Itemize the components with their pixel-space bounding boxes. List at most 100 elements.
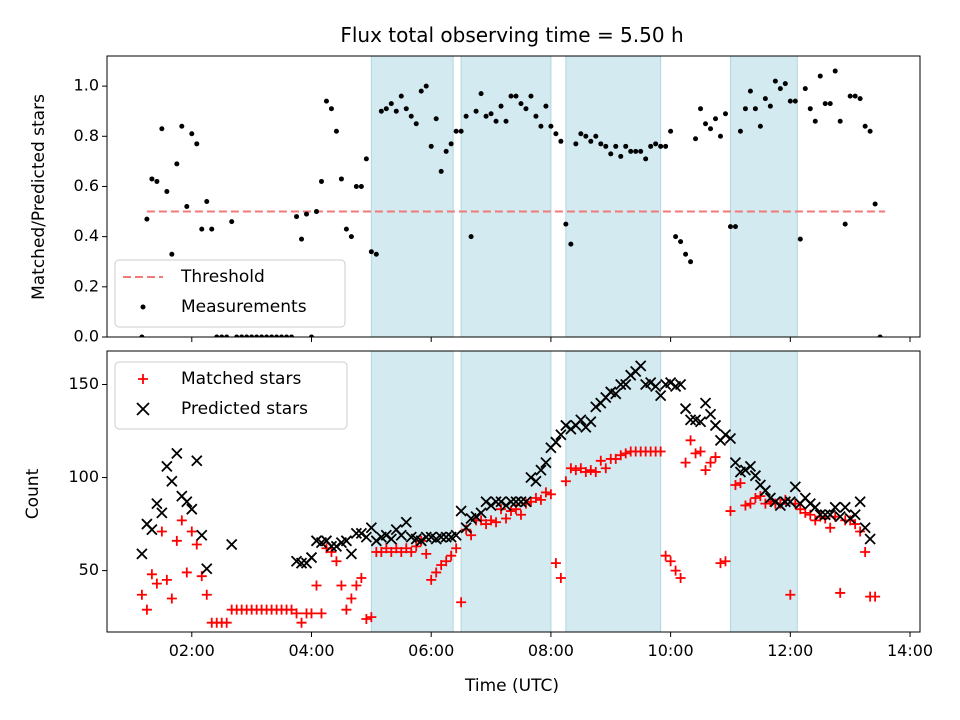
predicted-stars-point — [744, 460, 757, 473]
matched-stars-point — [655, 446, 666, 457]
predicted-stars-point — [839, 501, 851, 513]
measurement-point — [418, 88, 424, 94]
measurement-point — [214, 334, 220, 337]
matched-stars-point — [181, 567, 192, 578]
measurement-point — [742, 106, 748, 112]
matched-stars-point — [426, 574, 437, 585]
measurement-point — [623, 143, 629, 149]
observing-window-shade — [460, 56, 552, 337]
measurement-point — [543, 103, 549, 109]
matched-stars-point — [491, 517, 502, 528]
matched-stars-point — [870, 591, 881, 602]
predicted-stars-point — [350, 527, 363, 540]
matched-stars-point — [336, 580, 347, 591]
matched-stars-point — [151, 578, 162, 589]
axes-frame — [106, 55, 921, 338]
measurement-point — [184, 204, 190, 210]
matched-stars-point — [171, 535, 182, 546]
top-panel: 0.0 0.2 0.4 0.6 0.8 1.0 Threshold Measurements — [74, 55, 921, 346]
predicted-stars-point — [435, 531, 447, 543]
matched-stars-point — [745, 498, 756, 509]
predicted-stars-point — [674, 378, 687, 391]
matched-stars-point — [555, 573, 566, 584]
matched-stars-point — [346, 593, 357, 604]
measurement-point — [857, 96, 863, 102]
matched-stars-point — [565, 463, 576, 474]
predicted-stars-point — [385, 533, 397, 545]
measurement-point — [523, 106, 529, 112]
legend-box — [114, 259, 346, 328]
measurement-point — [164, 188, 170, 194]
matched-stars-point — [710, 452, 721, 463]
measurement-point — [348, 234, 354, 240]
measurement-point — [438, 168, 444, 174]
y-tick-label: 0.4 — [74, 226, 99, 245]
measurement-point — [478, 91, 484, 97]
measurement-point — [573, 141, 579, 147]
x-tick-label: 02:00 — [169, 641, 215, 660]
predicted-stars-point — [620, 378, 632, 391]
measurement-point — [259, 334, 265, 337]
measurement-point — [877, 334, 883, 337]
measurement-point — [757, 123, 763, 129]
predicted-stars-point — [684, 414, 697, 426]
matched-stars-point — [800, 507, 811, 518]
measurement-point — [269, 334, 275, 337]
top-y-axis-label: Matched/Predicted stars — [29, 94, 49, 300]
predicted-stars-point — [679, 403, 692, 415]
predicted-stars-point — [864, 533, 876, 545]
matched-stars-point — [545, 489, 556, 500]
predicted-stars-point — [829, 501, 841, 513]
matched-stars-point — [311, 580, 322, 591]
matched-stars-point — [161, 574, 172, 585]
measurement-point — [423, 83, 429, 89]
predicted-stars-point — [156, 507, 168, 519]
matched-stars-point — [186, 526, 197, 537]
matched-stars-point — [506, 506, 517, 517]
measurement-point — [299, 236, 305, 242]
predicted-stars-point — [181, 496, 193, 508]
legend-box — [114, 361, 348, 430]
measurement-point — [343, 226, 349, 232]
matched-stars-point — [146, 569, 157, 580]
matched-stars-point — [291, 608, 302, 619]
matched-stars-point — [341, 604, 352, 615]
plot-area — [139, 56, 886, 337]
chart-title: Flux total observing time = 5.50 h — [340, 23, 683, 47]
predicted-stars-point — [749, 470, 762, 482]
x-axis-label: Time (UTC) — [464, 676, 559, 696]
predicted-stars-point — [151, 497, 163, 510]
measurement-point — [538, 123, 544, 129]
measurement-point — [383, 106, 389, 112]
matched-stars-point — [620, 448, 631, 459]
measurement-point — [722, 111, 728, 117]
observing-window-shade — [729, 56, 798, 337]
predicted-stars-point — [704, 408, 717, 420]
matched-stars-point — [665, 556, 676, 567]
measurement-point — [688, 259, 694, 265]
predicted-stars-point — [694, 416, 707, 428]
measurement-point — [323, 98, 329, 104]
measurement-point — [787, 98, 793, 104]
measurement-point — [199, 226, 205, 232]
matched-stars-point — [456, 597, 467, 608]
measurement-point — [333, 128, 339, 134]
predicted-stars-point — [305, 551, 318, 564]
matched-stars-point — [535, 494, 546, 505]
predicted-stars-point — [490, 496, 502, 508]
measurement-point — [209, 226, 215, 232]
measurement-point — [473, 108, 479, 114]
matched-stars-point — [411, 541, 422, 552]
measurement-point — [313, 209, 319, 215]
predicted-stars-point — [440, 531, 452, 543]
measurement-point — [762, 96, 768, 102]
matched-stars-point — [860, 546, 871, 557]
measurement-point — [528, 93, 534, 99]
y-tick-label: 150 — [68, 374, 99, 393]
measurement-point — [234, 334, 240, 337]
measurement-point — [224, 334, 230, 337]
predicted-stars-point — [824, 509, 836, 521]
measurement-point — [847, 93, 853, 99]
measurement-point — [358, 183, 364, 189]
matched-stars-point — [176, 515, 187, 526]
